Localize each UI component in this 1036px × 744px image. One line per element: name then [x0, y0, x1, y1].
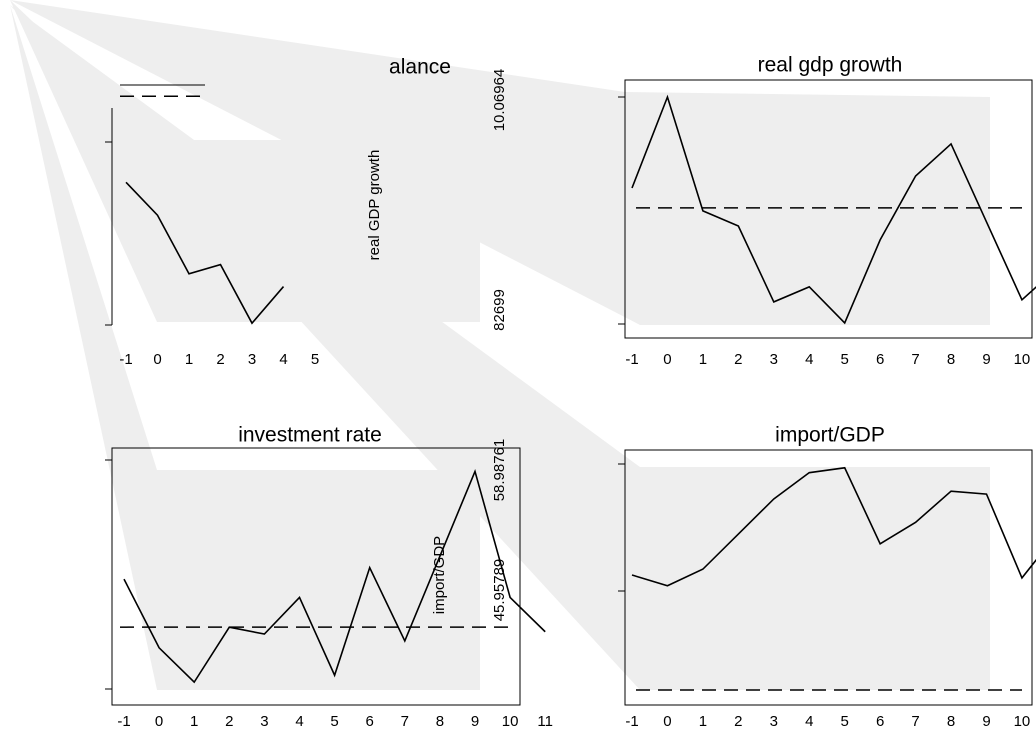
x-tick-label: 10 [502, 713, 519, 730]
x-tick-label: 8 [947, 713, 955, 730]
x-tick-label: 3 [248, 351, 256, 368]
x-tick-label: 1 [699, 351, 707, 368]
data-line [123, 469, 546, 684]
x-tick-label: 4 [279, 351, 287, 368]
x-tick-label: 4 [295, 713, 303, 730]
overlay [10, 5, 480, 690]
x-tick-label: 11 [537, 713, 553, 730]
x-tick-label: 9 [982, 351, 990, 368]
y-tick-label: 10.06964 [491, 69, 508, 132]
overlay-shapes [10, 0, 990, 690]
x-tick-label: 8 [947, 351, 955, 368]
overlay [10, 0, 480, 322]
x-tick-label: 6 [366, 713, 374, 730]
x-tick-label: 0 [155, 713, 163, 730]
x-tick-label: 5 [311, 351, 319, 368]
x-tick-label: 3 [260, 713, 268, 730]
x-tick-label: 1 [190, 713, 198, 730]
x-tick-label: 2 [225, 713, 233, 730]
plot-box [624, 449, 1033, 706]
x-tick-label: -1 [625, 351, 638, 368]
x-tick-label: 6 [876, 351, 884, 368]
x-tick-label: 5 [841, 713, 849, 730]
y-tick-label: 58.98761 [491, 439, 508, 502]
plot-box [111, 447, 521, 706]
x-tick-label: -1 [625, 713, 638, 730]
x-tick-label: 3 [770, 351, 778, 368]
y-tick-label: 82699 [491, 289, 508, 331]
x-tick-label: 1 [185, 351, 193, 368]
chart-title: import/GDP [775, 424, 885, 447]
y-axis-label: real GDP growth [366, 150, 383, 261]
x-tick-label: 0 [663, 351, 671, 368]
data-line [125, 181, 285, 325]
x-tick-label: 1 [699, 713, 707, 730]
x-tick-label: 9 [982, 713, 990, 730]
chart-title: alance [389, 56, 451, 79]
x-tick-label: 2 [734, 713, 742, 730]
data-line [631, 94, 1036, 325]
x-tick-label: 5 [841, 351, 849, 368]
x-tick-label: 2 [734, 351, 742, 368]
chart-title: investment rate [238, 424, 382, 447]
x-tick-label: 4 [805, 351, 813, 368]
x-tick-label: 7 [911, 351, 919, 368]
x-tick-label: 7 [401, 713, 409, 730]
x-tick-label: 10 [1014, 351, 1031, 368]
overlay [10, 5, 990, 690]
x-tick-label: 2 [216, 351, 224, 368]
x-tick-label: 3 [770, 713, 778, 730]
x-tick-label: 9 [471, 713, 479, 730]
x-tick-label: 0 [153, 351, 161, 368]
x-tick-label: 5 [330, 713, 338, 730]
x-tick-label: -1 [119, 351, 132, 368]
x-tick-label: -1 [117, 713, 130, 730]
chart-title: real gdp growth [758, 54, 903, 77]
plot-box [624, 79, 1033, 339]
overlay [10, 0, 990, 325]
x-tick-label: 0 [663, 713, 671, 730]
y-tick-label: 45.95789 [491, 559, 508, 622]
x-tick-label: 8 [436, 713, 444, 730]
x-tick-label: 7 [911, 713, 919, 730]
x-tick-label: 10 [1014, 713, 1031, 730]
x-tick-label: 6 [876, 713, 884, 730]
y-axis-label: import/GDP [431, 536, 448, 614]
x-tick-label: 4 [805, 713, 813, 730]
data-line [631, 466, 1036, 587]
